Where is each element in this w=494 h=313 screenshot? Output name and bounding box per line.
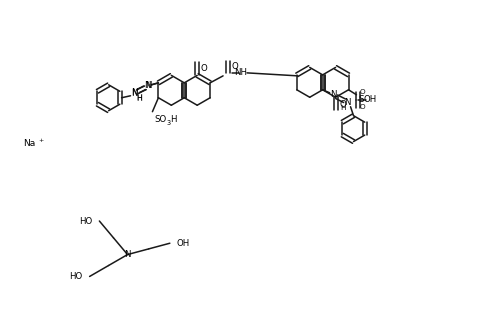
- Text: N: N: [145, 81, 152, 90]
- Text: OH: OH: [364, 95, 377, 104]
- Text: N: N: [330, 90, 337, 99]
- Text: N: N: [144, 81, 151, 90]
- Text: N: N: [124, 250, 131, 259]
- Text: N: N: [344, 98, 351, 107]
- Text: N: N: [131, 89, 138, 98]
- Text: O: O: [360, 89, 365, 95]
- Text: +: +: [38, 138, 43, 143]
- Text: H: H: [340, 105, 345, 111]
- Text: H: H: [136, 94, 142, 103]
- Text: NH: NH: [235, 68, 247, 77]
- Text: HO: HO: [69, 272, 82, 281]
- Text: O: O: [360, 104, 365, 110]
- Text: SO: SO: [155, 115, 166, 124]
- Text: H: H: [170, 115, 177, 124]
- Text: O: O: [201, 64, 207, 73]
- Text: O: O: [232, 62, 239, 71]
- Text: HO: HO: [79, 217, 92, 225]
- Text: H: H: [137, 95, 142, 101]
- Text: Na: Na: [23, 139, 35, 147]
- Text: 3: 3: [166, 120, 170, 126]
- Text: OH: OH: [177, 239, 190, 248]
- Text: N: N: [131, 88, 138, 97]
- Text: S: S: [359, 95, 364, 104]
- Text: O: O: [339, 100, 346, 109]
